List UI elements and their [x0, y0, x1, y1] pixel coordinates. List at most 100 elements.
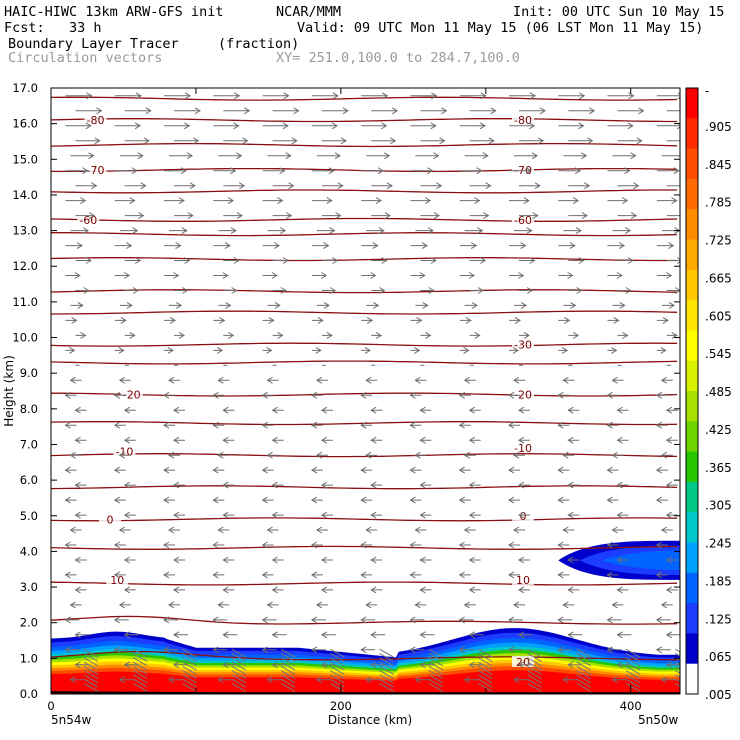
wind-vector: [118, 451, 131, 459]
wind-vector: [459, 316, 472, 324]
wind-vector: [513, 451, 525, 459]
isotherm-line: [51, 232, 678, 237]
wind-vector: [182, 678, 197, 688]
wind-vector: [133, 648, 148, 658]
wind-vector: [123, 586, 136, 594]
wind-vector: [477, 674, 493, 684]
wind-vector: [625, 648, 641, 658]
colorbar-label: .605: [705, 309, 732, 323]
colorbar-swatch: [686, 148, 698, 180]
wind-vector: [607, 167, 631, 175]
colorbar-label: .845: [705, 158, 732, 172]
wind-vector: [617, 182, 640, 190]
isotherm-line: [51, 615, 678, 625]
wind-vector: [213, 242, 231, 250]
wind-vector: [557, 391, 570, 399]
wind-vector: [665, 556, 678, 564]
wind-vector: [272, 331, 284, 339]
wind-vector: [365, 601, 378, 609]
isotherm-label-bg: [113, 445, 136, 457]
wind-vector: [360, 571, 373, 579]
wind-vector: [508, 496, 520, 504]
wind-vector: [164, 346, 174, 354]
wind-vector: [660, 376, 673, 384]
colorbar-swatch: [686, 391, 698, 422]
isotherm-line: [51, 257, 678, 262]
wind-vector: [330, 683, 345, 692]
wind-vector: [370, 436, 383, 444]
wind-vector: [310, 421, 323, 429]
wind-vector: [174, 257, 191, 264]
plot-background: [51, 88, 680, 694]
wind-vector: [174, 182, 196, 190]
wind-vector: [519, 182, 541, 190]
wind-vector: [360, 616, 376, 624]
wind-vector: [463, 601, 476, 609]
wind-vector: [419, 556, 432, 564]
wind-vector: [625, 670, 641, 680]
wind-vector: [64, 466, 77, 474]
wind-vector: [519, 287, 534, 294]
y-tick-label: 7.0: [20, 437, 38, 451]
wind-vector: [563, 227, 582, 235]
wind-vector: [174, 107, 201, 115]
wind-vector: [675, 657, 680, 662]
wind-vector: [567, 436, 580, 444]
wind-vector: [625, 657, 641, 667]
wind-vector: [458, 541, 471, 549]
wind-vector: [518, 631, 533, 639]
wind-vector: [262, 242, 281, 250]
wind-vector: [123, 631, 139, 639]
wind-vector: [370, 556, 383, 564]
wind-vector: [118, 376, 131, 384]
y-tick-label: 15.0: [12, 152, 38, 166]
wind-vector: [576, 678, 591, 688]
wind-vector: [169, 152, 194, 160]
wind-vector: [477, 657, 493, 667]
wind-vector: [410, 122, 437, 130]
wind-vector: [459, 167, 483, 175]
wind-vector: [617, 287, 632, 294]
wind-vector: [310, 496, 323, 504]
wind-vector: [163, 541, 175, 549]
wind-vector: [124, 182, 147, 190]
field-name: Boundary Layer Tracer: [8, 36, 179, 52]
wind-vector: [527, 653, 542, 662]
wind-vector: [133, 674, 148, 684]
wind-vector: [267, 152, 292, 160]
valid-time: Valid: 09 UTC Mon 11 May 15 (06 LST Mon …: [297, 20, 704, 36]
wind-vector: [518, 481, 530, 489]
wind-vector: [311, 272, 328, 279]
isotherm-line: [51, 650, 678, 661]
wind-vector: [361, 167, 385, 175]
wind-vector: [379, 674, 394, 684]
wind-vector: [469, 182, 492, 190]
wind-vector: [223, 331, 235, 339]
isotherm-label-bg: [512, 573, 535, 585]
wind-vector: [415, 152, 440, 160]
wind-vector: [419, 661, 435, 669]
wind-vector: [65, 92, 93, 100]
wind-vector: [321, 257, 339, 264]
colorbar-label: -: [705, 84, 709, 98]
wind-vector: [414, 451, 427, 459]
wind-vector: [509, 346, 519, 354]
wind-vector: [370, 661, 386, 669]
wind-vector: [70, 301, 84, 309]
wind-vector: [320, 556, 333, 564]
wind-vector: [576, 670, 591, 680]
wind-vector: [606, 496, 619, 504]
wind-vector: [119, 152, 144, 160]
wind-vector: [163, 421, 175, 429]
wind-vector: [182, 661, 197, 671]
wind-vector: [231, 683, 247, 692]
wind-vector: [280, 678, 296, 688]
wind-vector: [655, 466, 668, 474]
wind-vector: [113, 616, 129, 624]
wind-vector: [469, 331, 481, 339]
wind-vector: [660, 676, 676, 684]
wind-vector: [118, 601, 131, 609]
colorbar-swatch: [686, 633, 698, 665]
wind-vector: [371, 137, 397, 145]
wind-vector: [262, 316, 275, 324]
